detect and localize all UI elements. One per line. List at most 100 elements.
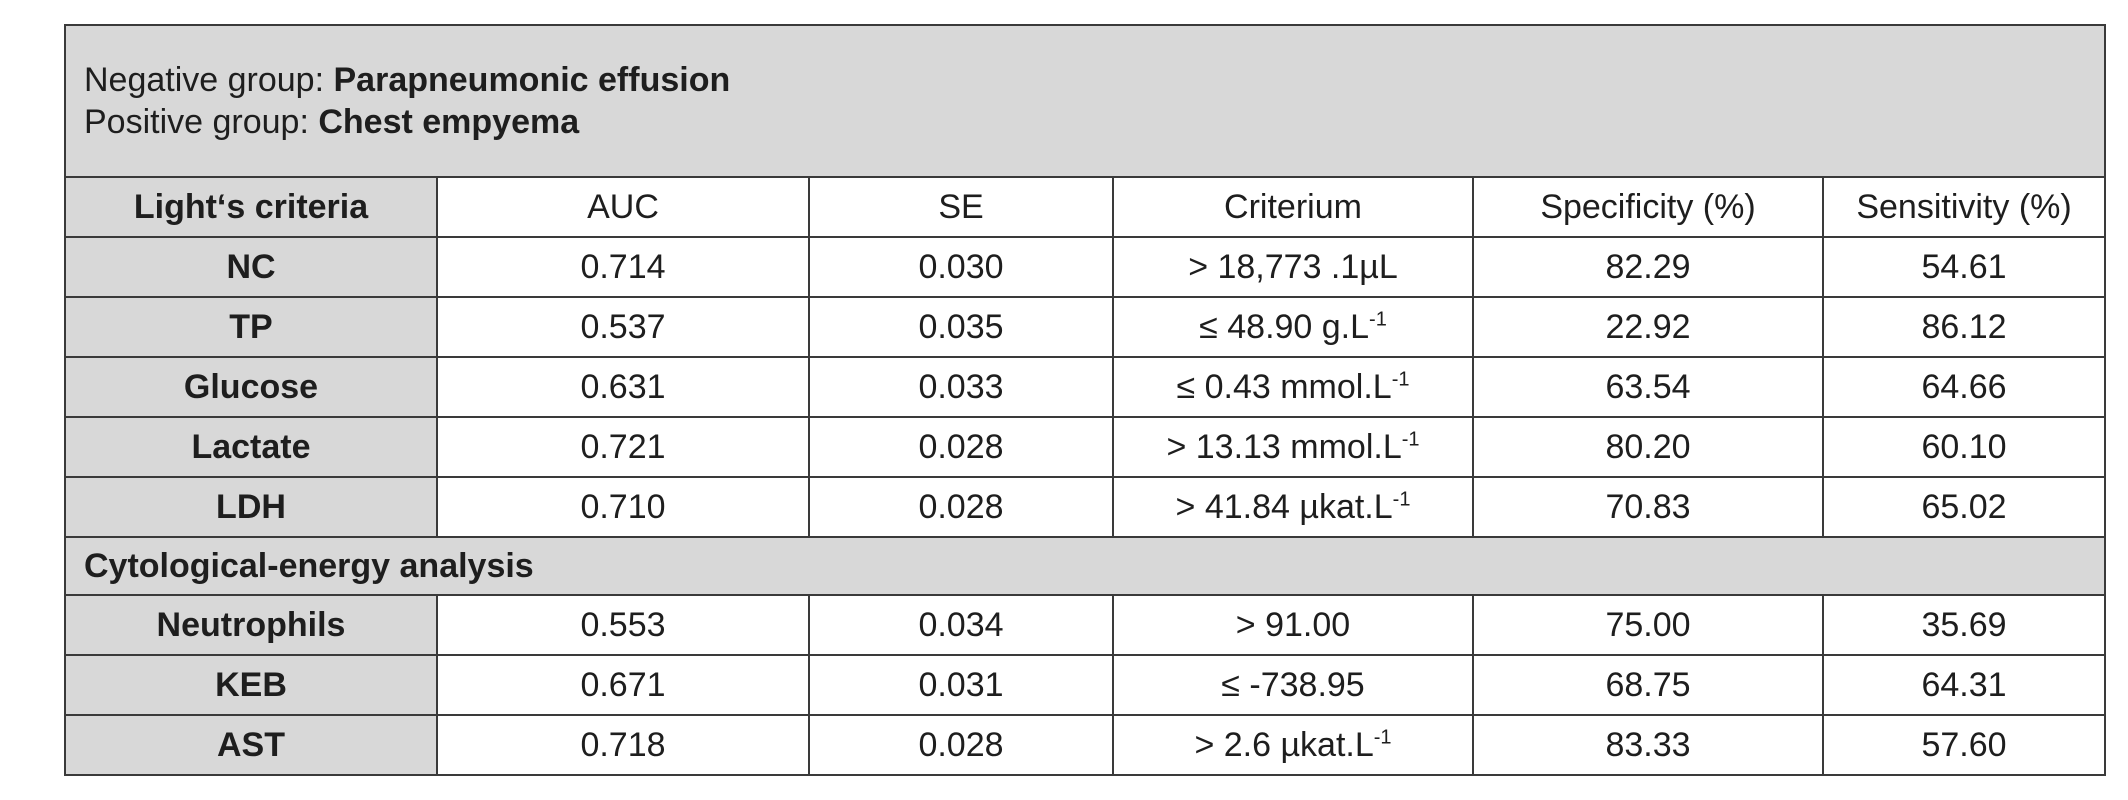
specificity-cell-text: 63.54	[1605, 367, 1691, 406]
sensitivity-cell-text: 86.12	[1921, 307, 2007, 346]
table-row: Lactate 0.721 0.028 > 13.13 mmol.L-1 80.20 60…	[64, 416, 2107, 478]
criterium-cell: > 18,773 .1µL	[1112, 236, 1474, 298]
sensitivity-cell-text: 64.66	[1921, 367, 2007, 406]
auc-cell: 0.537	[436, 296, 810, 358]
criterium-cell-text: > 18,773 .1µL	[1188, 247, 1398, 286]
se-cell: 0.028	[808, 714, 1114, 776]
section1-body: NC 0.714 0.030 > 18,773 .1µL 82.29 54.61 TP 0.5…	[64, 236, 2107, 538]
column-header: Specificity (%)	[1472, 176, 1824, 238]
row-label-text: Neutrophils	[156, 605, 346, 644]
se-cell-text: 0.030	[918, 247, 1004, 286]
specificity-cell-text: 68.75	[1605, 665, 1691, 704]
auc-cell-text: 0.718	[580, 725, 666, 764]
row-label-text: KEB	[215, 665, 287, 704]
table-row: LDH 0.710 0.028 > 41.84 µkat.L-1 70.83 65.02	[64, 476, 2107, 538]
auc-cell: 0.714	[436, 236, 810, 298]
table-row: Neutrophils 0.553 0.034 > 91.00 75.00 35.69	[64, 594, 2107, 656]
criterium-cell: > 91.00	[1112, 594, 1474, 656]
auc-cell-text: 0.714	[580, 247, 666, 286]
section-header-row: Cytological-energy analysis	[63, 536, 2107, 596]
column-header: SE	[808, 176, 1114, 238]
auc-cell: 0.718	[436, 714, 810, 776]
positive-group-value: Chest empyema	[318, 103, 580, 141]
column-header: Sensitivity (%)	[1821, 176, 2107, 238]
group-header: Negative group: Parapneumonic effusion P…	[63, 24, 2107, 178]
auc-cell-text: 0.721	[580, 427, 666, 466]
sensitivity-cell: 64.31	[1821, 654, 2107, 716]
auc-cell-text: 0.710	[580, 487, 666, 526]
criterium-exponent: -1	[1391, 368, 1410, 391]
criterium-cell: > 13.13 mmol.L-1	[1112, 416, 1474, 478]
specificity-cell: 75.00	[1472, 594, 1824, 656]
sensitivity-cell-text: 57.60	[1921, 725, 2007, 764]
auc-cell: 0.721	[436, 416, 810, 478]
row-label-text: NC	[226, 247, 276, 286]
specificity-cell: 82.29	[1472, 236, 1824, 298]
row-label-text: LDH	[216, 487, 286, 526]
criterium-cell: > 41.84 µkat.L-1	[1112, 476, 1474, 538]
auc-cell-text: 0.553	[580, 605, 666, 644]
se-cell-text: 0.035	[918, 307, 1004, 346]
negative-group-value: Parapneumonic effusion	[333, 61, 731, 99]
se-cell-text: 0.033	[918, 367, 1004, 406]
criterium-exponent: -1	[1369, 308, 1387, 331]
row-label: NC	[64, 236, 438, 298]
specificity-cell: 63.54	[1472, 356, 1824, 418]
row-label: TP	[64, 296, 438, 358]
specificity-cell-text: 75.00	[1605, 605, 1691, 644]
sensitivity-cell-text: 65.02	[1921, 487, 2007, 526]
se-cell: 0.028	[808, 416, 1114, 478]
table-row: KEB 0.671 0.031 ≤ -738.95 68.75 64.31	[64, 654, 2107, 716]
sensitivity-cell: 60.10	[1821, 416, 2107, 478]
sensitivity-cell-text: 35.69	[1921, 605, 2007, 644]
criterium-cell-text: > 2.6 µkat.L	[1194, 725, 1374, 764]
se-cell-text: 0.028	[918, 487, 1004, 526]
auc-cell-text: 0.631	[580, 367, 666, 406]
se-cell-text: 0.031	[918, 665, 1004, 704]
row-label: AST	[64, 714, 438, 776]
auc-cell: 0.671	[436, 654, 810, 716]
se-cell-text: 0.034	[918, 605, 1004, 644]
auc-cell: 0.553	[436, 594, 810, 656]
sensitivity-cell: 54.61	[1821, 236, 2107, 298]
criterium-cell-text: > 41.84 µkat.L	[1175, 487, 1393, 526]
auc-cell: 0.631	[436, 356, 810, 418]
se-cell: 0.033	[808, 356, 1114, 418]
sensitivity-cell: 64.66	[1821, 356, 2107, 418]
criterium-cell: ≤ 0.43 mmol.L-1	[1112, 356, 1474, 418]
row-label-text: TP	[229, 307, 273, 346]
row-label: LDH	[64, 476, 438, 538]
column-header: Criterium	[1112, 176, 1474, 238]
row-label: Glucose	[64, 356, 438, 418]
se-cell: 0.030	[808, 236, 1114, 298]
auc-cell: 0.710	[436, 476, 810, 538]
sensitivity-cell: 65.02	[1821, 476, 2107, 538]
criterium-cell-text: > 13.13 mmol.L	[1166, 427, 1402, 466]
criterium-cell: ≤ -738.95	[1112, 654, 1474, 716]
section2-body: Neutrophils 0.553 0.034 > 91.00 75.00 35.69 KE…	[64, 594, 2107, 776]
criterium-cell: > 2.6 µkat.L-1	[1112, 714, 1474, 776]
se-cell: 0.031	[808, 654, 1114, 716]
negative-group-label: Negative group:	[84, 61, 334, 99]
sensitivity-cell: 57.60	[1821, 714, 2107, 776]
specificity-cell-text: 80.20	[1605, 427, 1691, 466]
se-cell-text: 0.028	[918, 427, 1004, 466]
table-row: Glucose 0.631 0.033 ≤ 0.43 mmol.L-1 63.54 64.…	[64, 356, 2107, 418]
auc-cell-text: 0.671	[580, 665, 666, 704]
se-cell: 0.034	[808, 594, 1114, 656]
criterium-exponent: -1	[1392, 488, 1411, 511]
positive-group-label: Positive group:	[84, 103, 319, 141]
row-label: Lactate	[64, 416, 438, 478]
criterium-exponent: -1	[1401, 428, 1420, 451]
table-row: NC 0.714 0.030 > 18,773 .1µL 82.29 54.61	[64, 236, 2107, 298]
auc-cell-text: 0.537	[580, 307, 666, 346]
results-table: Negative group: Parapneumonic effusion P…	[63, 24, 2107, 776]
row-label-text: Lactate	[191, 427, 311, 466]
table-row: AST 0.718 0.028 > 2.6 µkat.L-1 83.33 57.60	[64, 714, 2107, 776]
specificity-cell: 70.83	[1472, 476, 1824, 538]
row-label-text: AST	[217, 725, 285, 764]
criterium-cell: ≤ 48.90 g.L-1	[1112, 296, 1474, 358]
sensitivity-cell-text: 64.31	[1921, 665, 2007, 704]
specificity-cell: 83.33	[1472, 714, 1824, 776]
criterium-cell-text: > 91.00	[1235, 605, 1351, 644]
